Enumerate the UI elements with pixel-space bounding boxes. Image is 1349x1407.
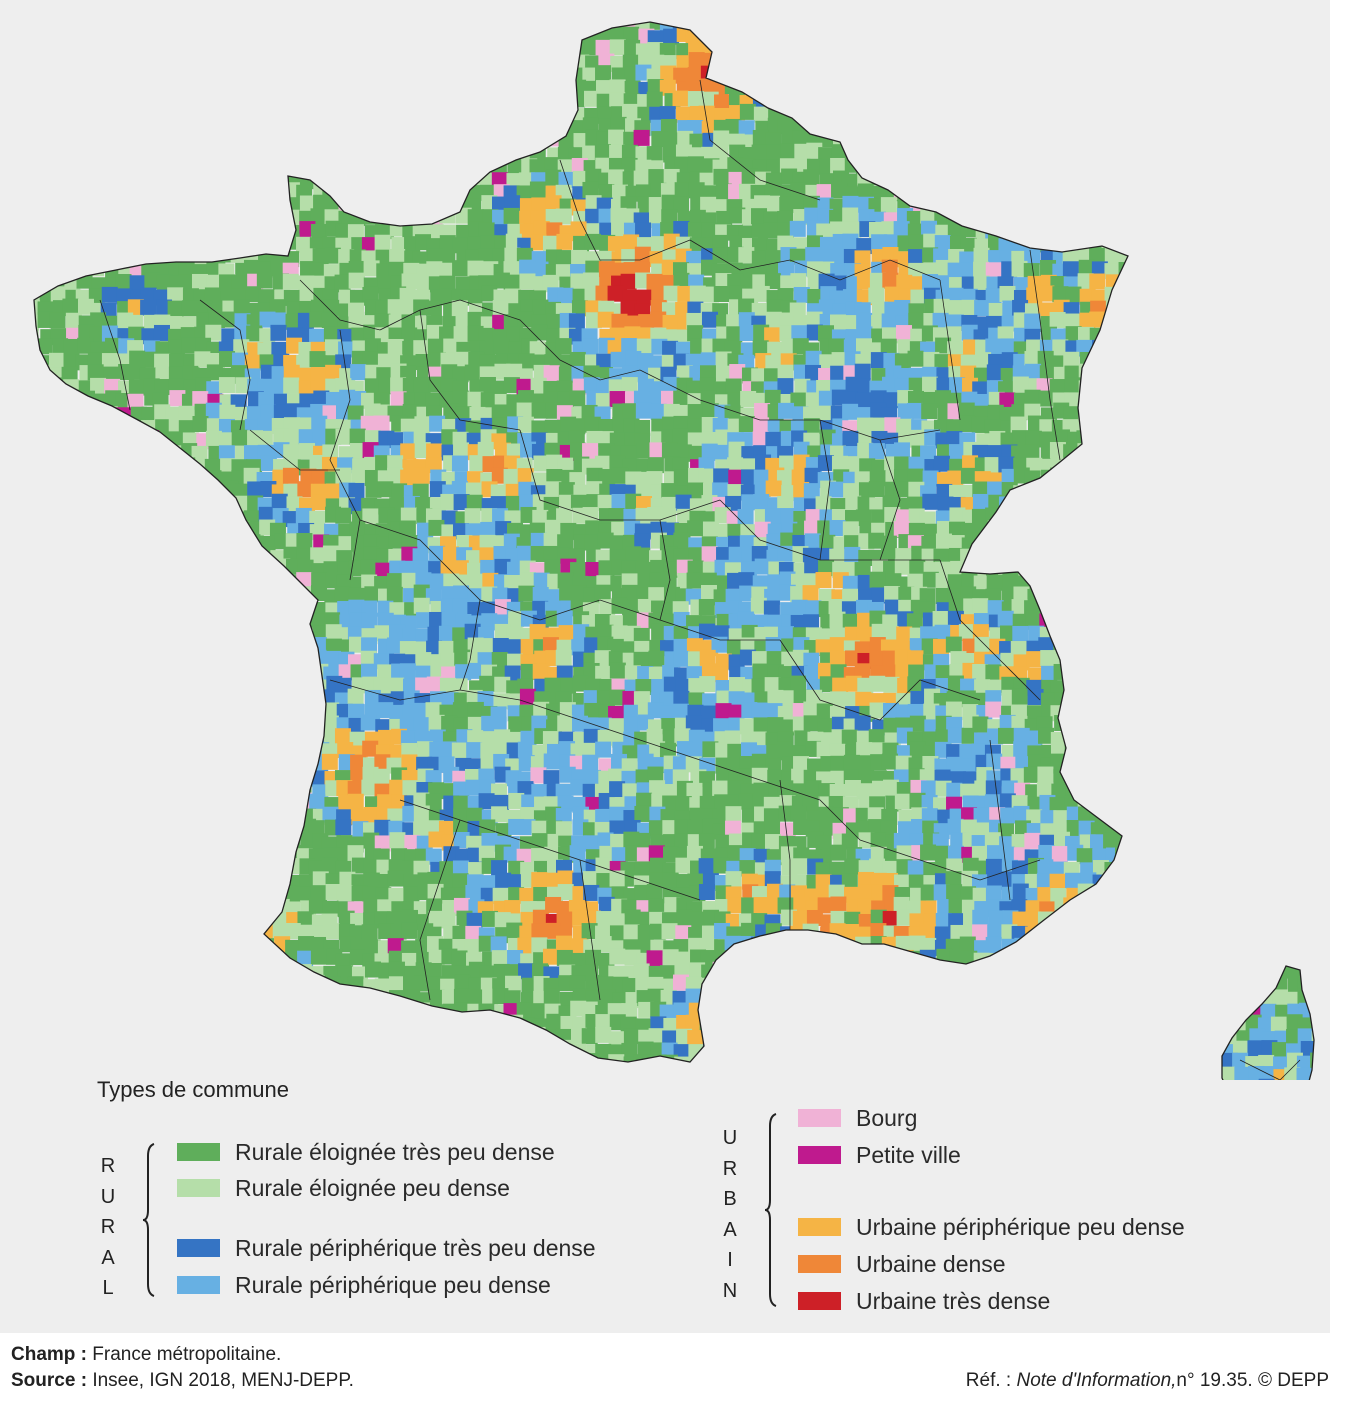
urbain-group-label: U R B A I N [722, 1127, 738, 1302]
reference-title: Note d'Information, [1016, 1370, 1177, 1391]
footer-champ: Champ : France métropolitaine. [11, 1344, 281, 1366]
legend-item-bourg: Bourg [798, 1103, 917, 1133]
legend-label: Rurale éloignée très peu dense [235, 1138, 555, 1165]
legend-swatch [177, 1143, 220, 1161]
legend-item-rurale-eloignee-peu-dense: Rurale éloignée peu dense [177, 1173, 510, 1203]
champ-label: Champ : [11, 1344, 87, 1365]
legend-swatch [798, 1292, 841, 1310]
legend-label: Petite ville [856, 1141, 961, 1168]
reference-prefix: Réf. : [965, 1370, 1017, 1391]
map-panel: Types de commune R U R A L U R B A I N R… [0, 0, 1330, 1333]
legend-swatch [177, 1239, 220, 1257]
rural-brace [142, 1143, 155, 1297]
footer-source: Source : Insee, IGN 2018, MENJ-DEPP. [11, 1370, 354, 1392]
legend-label: Bourg [856, 1104, 918, 1131]
source-text: Insee, IGN 2018, MENJ-DEPP. [92, 1370, 354, 1391]
legend-swatch [798, 1109, 841, 1127]
legend-swatch [798, 1218, 841, 1236]
urbain-brace [764, 1113, 777, 1307]
legend-item-rurale-eloignee-tres-peu-dense: Rurale éloignée très peu dense [177, 1137, 555, 1167]
reference-suffix: n° 19.35. © DEPP [1176, 1370, 1329, 1391]
legend-title: Types de commune [97, 1077, 289, 1102]
source-label: Source : [11, 1370, 88, 1391]
legend-swatch [798, 1255, 841, 1273]
champ-text: France métropolitaine. [92, 1344, 282, 1365]
legend-label: Rurale éloignée peu dense [235, 1174, 510, 1201]
legend-swatch [177, 1276, 220, 1294]
legend-item-urbaine-peripherique-peu-dense: Urbaine périphérique peu dense [798, 1212, 1185, 1242]
footer-reference: Réf. : Note d'Information,n° 19.35. © DE… [966, 1370, 1329, 1392]
legend-label: Urbaine périphérique peu dense [856, 1213, 1185, 1240]
legend-swatch [798, 1146, 841, 1164]
legend-item-rurale-peripherique-peu-dense: Rurale périphérique peu dense [177, 1270, 551, 1300]
legend-item-rurale-peripherique-tres-peu-dense: Rurale périphérique très peu dense [177, 1233, 596, 1263]
legend-label: Urbaine très dense [856, 1287, 1051, 1314]
legend-swatch [177, 1179, 220, 1197]
rural-group-label: R U R A L [100, 1155, 116, 1299]
france-commune-type-map [33, 21, 1315, 1080]
legend-label: Urbaine dense [856, 1250, 1006, 1277]
legend-item-urbaine-tres-dense: Urbaine très dense [798, 1286, 1050, 1316]
legend-label: Rurale périphérique très peu dense [235, 1234, 596, 1261]
legend-item-petite-ville: Petite ville [798, 1140, 961, 1170]
legend-label: Rurale périphérique peu dense [235, 1271, 551, 1298]
legend-item-urbaine-dense: Urbaine dense [798, 1249, 1006, 1279]
